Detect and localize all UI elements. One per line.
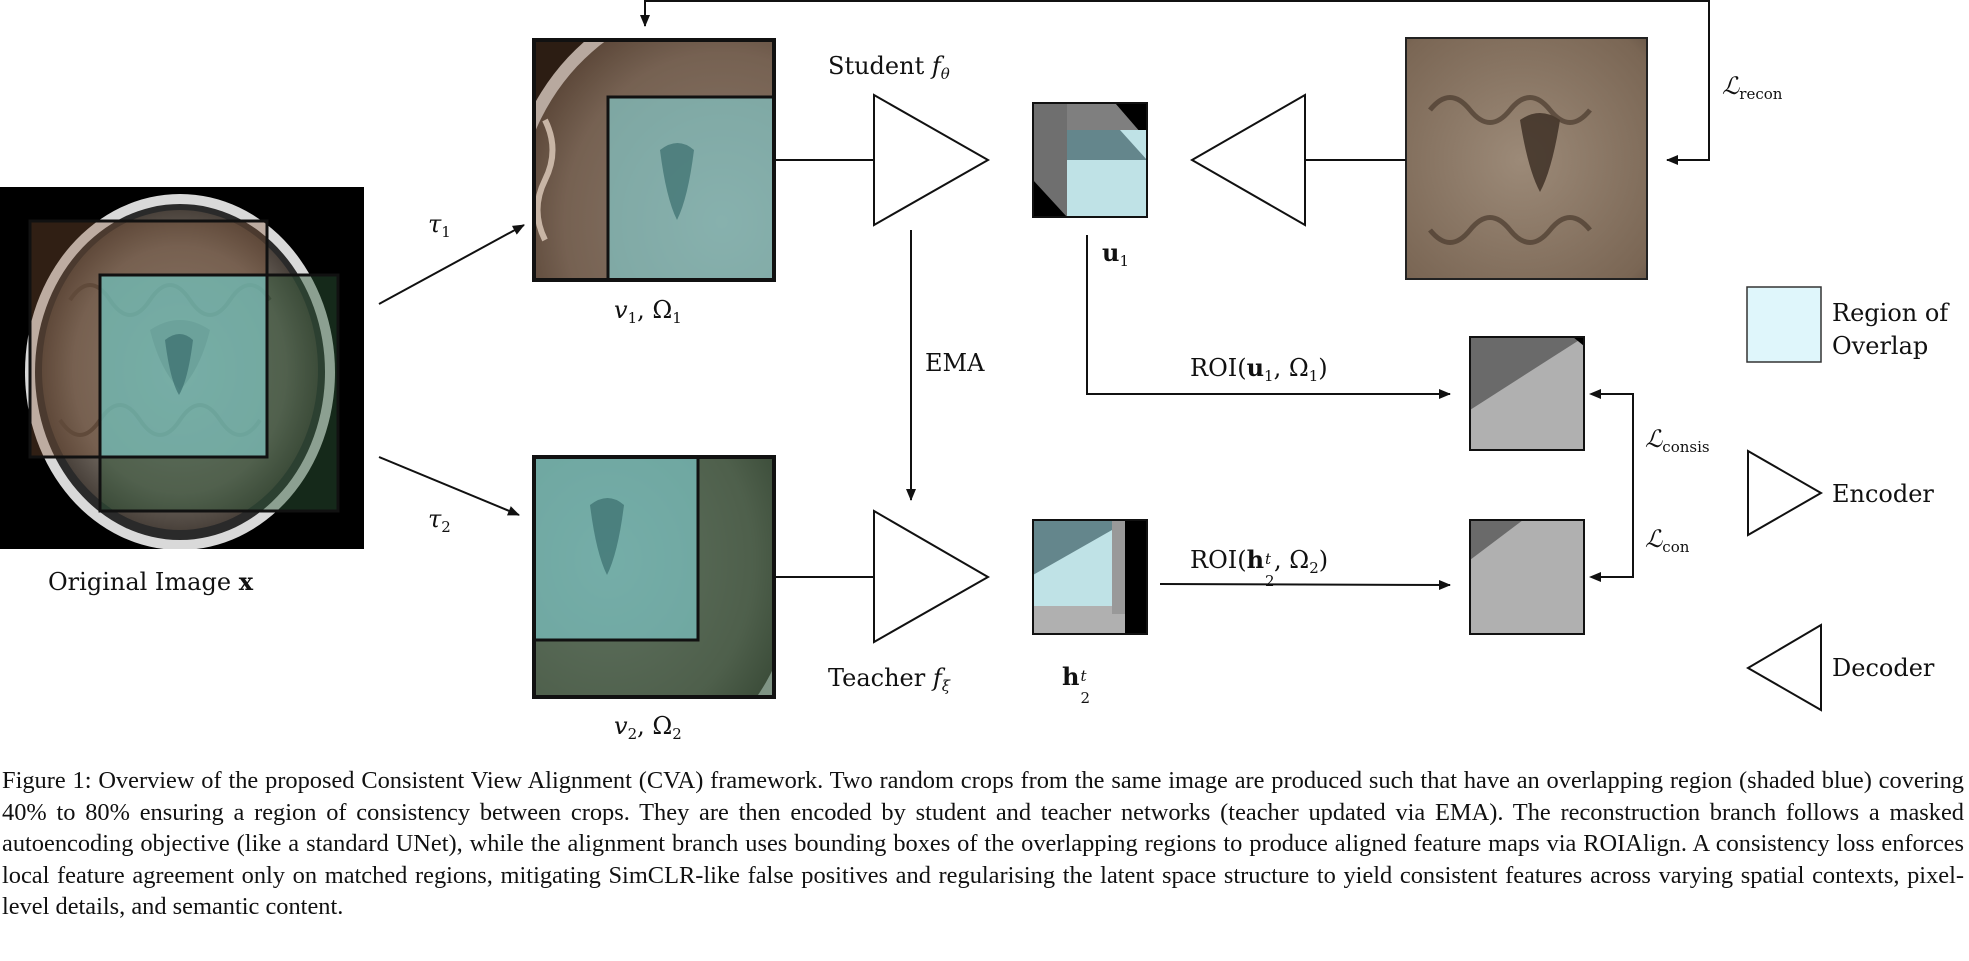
- roi-h2-label: ROI(h t 2, Ω2): [1190, 545, 1329, 590]
- view-1-crop: [532, 38, 776, 282]
- consistency-loss-bracket: [1592, 393, 1634, 578]
- teacher-label: Teacher fξ: [828, 664, 951, 695]
- legend-decoder-icon: [1746, 623, 1822, 712]
- roi-h2-arrow: [1159, 579, 1451, 590]
- reconstruction-decoder: [1189, 93, 1306, 227]
- u1-feature-map: [1032, 102, 1148, 218]
- recon-loss-path: [1666, 0, 1710, 165]
- student-encoder: [873, 93, 991, 227]
- view-2-crop: [532, 455, 776, 699]
- original-image: [0, 187, 364, 549]
- tau2-arrow: [378, 456, 520, 516]
- v2-label: v2, Ω2: [614, 712, 682, 743]
- legend-overlap-label: Region of Overlap: [1832, 299, 1949, 360]
- ema-label: EMA: [925, 349, 985, 377]
- recon-loss-label: ℒrecon: [1722, 72, 1783, 103]
- consis-arrow-head-bottom: [1589, 572, 1601, 582]
- tau1-label: τ1: [428, 210, 451, 241]
- consis-arrow-head-top: [1589, 389, 1601, 399]
- aligned-feature-h2: [1469, 519, 1585, 635]
- h2-feature-map: [1032, 519, 1148, 635]
- roi-u1-label: ROI(u1, Ω1): [1190, 353, 1328, 385]
- tau1-arrow: [378, 224, 525, 305]
- con-loss-label: ℒcon: [1645, 525, 1690, 556]
- legend-overlap-swatch: [1746, 286, 1822, 363]
- legend-encoder-icon: [1747, 449, 1824, 537]
- consis-loss-label: ℒconsis: [1645, 425, 1710, 456]
- original-image-label: Original Image x: [48, 567, 253, 596]
- figure-caption: Figure 1: Overview of the proposed Consi…: [2, 767, 1964, 920]
- student-label: Student fθ: [828, 52, 950, 83]
- aligned-feature-u1: [1469, 336, 1585, 451]
- legend-decoder-label: Decoder: [1832, 654, 1935, 682]
- v1-label: v1, Ω1: [614, 296, 682, 327]
- legend-encoder-label: Encoder: [1832, 480, 1934, 508]
- tau2-label: τ2: [428, 505, 451, 536]
- roi-u1-arrow: [1086, 235, 1451, 399]
- u1-label: u1: [1102, 238, 1129, 270]
- recon-loss-top: [640, 0, 1709, 27]
- teacher-encoder: [873, 509, 991, 644]
- reconstructed-image: [1405, 37, 1648, 280]
